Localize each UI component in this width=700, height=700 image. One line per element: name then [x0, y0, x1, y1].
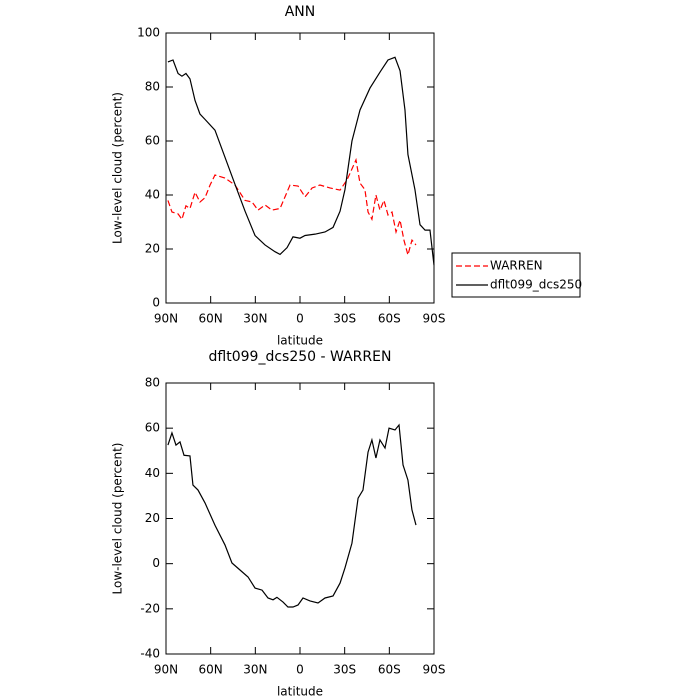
x-tick-label: 30N	[243, 663, 267, 677]
y-tick-label: 0	[152, 556, 160, 570]
y-tick-label: 20	[145, 242, 160, 256]
y-tick-label: 60	[145, 421, 160, 435]
legend-label: WARREN	[490, 259, 543, 273]
x-tick-label: 30N	[243, 312, 267, 326]
x-tick-label: 0	[296, 663, 304, 677]
x-tick-label: 60S	[378, 663, 401, 677]
x-tick-label: 60N	[199, 663, 223, 677]
y-tick-label: 80	[145, 80, 160, 94]
y-tick-label: 60	[145, 134, 160, 148]
y-tick-label: 40	[145, 466, 160, 480]
x-axis-label: latitude	[277, 334, 323, 348]
legend-label: dflt099_dcs250	[490, 278, 582, 292]
plot-frame	[165, 32, 435, 304]
chart-title: ANN	[285, 4, 316, 20]
x-tick-label: 60S	[378, 312, 401, 326]
x-tick-label: 90N	[154, 663, 178, 677]
x-axis-label: latitude	[277, 685, 323, 699]
chart-title: dflt099_dcs250 - WARREN	[209, 349, 392, 365]
x-tick-label: 60N	[199, 312, 223, 326]
plot-frame	[165, 382, 435, 655]
y-tick-label: 80	[145, 376, 160, 390]
series-line	[167, 56, 435, 266]
y-tick-label: 100	[137, 26, 160, 40]
y-tick-label: 40	[145, 188, 160, 202]
y-tick-label: -40	[140, 647, 160, 661]
x-tick-label: 30S	[333, 663, 356, 677]
x-tick-label: 90S	[423, 663, 446, 677]
y-axis-label: Low-level cloud (percent)	[111, 443, 125, 595]
y-tick-label: -20	[140, 601, 160, 615]
x-tick-label: 30S	[333, 312, 356, 326]
y-axis-label: Low-level cloud (percent)	[111, 92, 125, 244]
legend-box	[451, 252, 581, 298]
series-line	[167, 157, 417, 258]
x-tick-label: 90S	[423, 312, 446, 326]
x-tick-label: 0	[296, 312, 304, 326]
y-tick-label: 20	[145, 511, 160, 525]
series-line	[167, 423, 417, 608]
x-tick-label: 90N	[154, 312, 178, 326]
y-tick-label: 0	[152, 296, 160, 310]
